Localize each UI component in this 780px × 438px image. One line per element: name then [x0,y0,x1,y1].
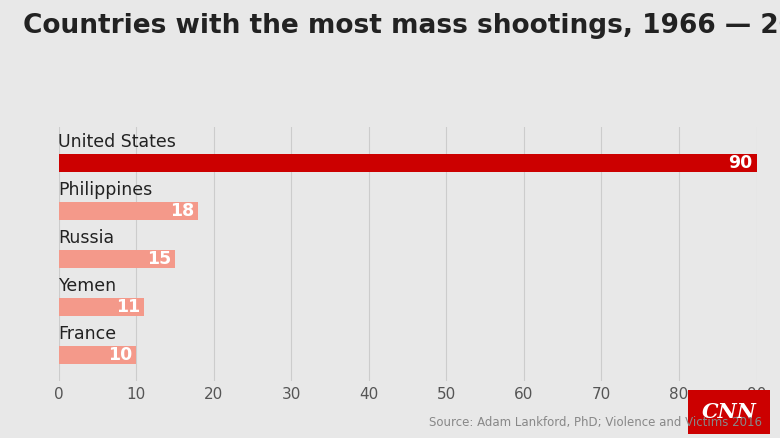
Bar [58,202,198,220]
Text: CNN: CNN [701,402,757,422]
Text: United States: United States [58,134,176,152]
Text: Philippines: Philippines [58,181,153,199]
Bar [58,154,757,172]
Text: Source: Adam Lankford, PhD; Violence and Victims 2016: Source: Adam Lankford, PhD; Violence and… [429,416,762,429]
Text: 10: 10 [108,346,132,364]
Text: 15: 15 [147,250,171,268]
Text: 18: 18 [170,202,194,220]
Bar [58,298,144,316]
Text: Yemen: Yemen [58,277,117,295]
Text: France: France [58,325,117,343]
Text: Countries with the most mass shootings, 1966 — 2012: Countries with the most mass shootings, … [23,13,780,39]
Bar [58,346,136,364]
Text: Russia: Russia [58,230,115,247]
Text: 11: 11 [115,298,140,316]
Text: 90: 90 [729,154,753,172]
Bar [58,250,175,268]
